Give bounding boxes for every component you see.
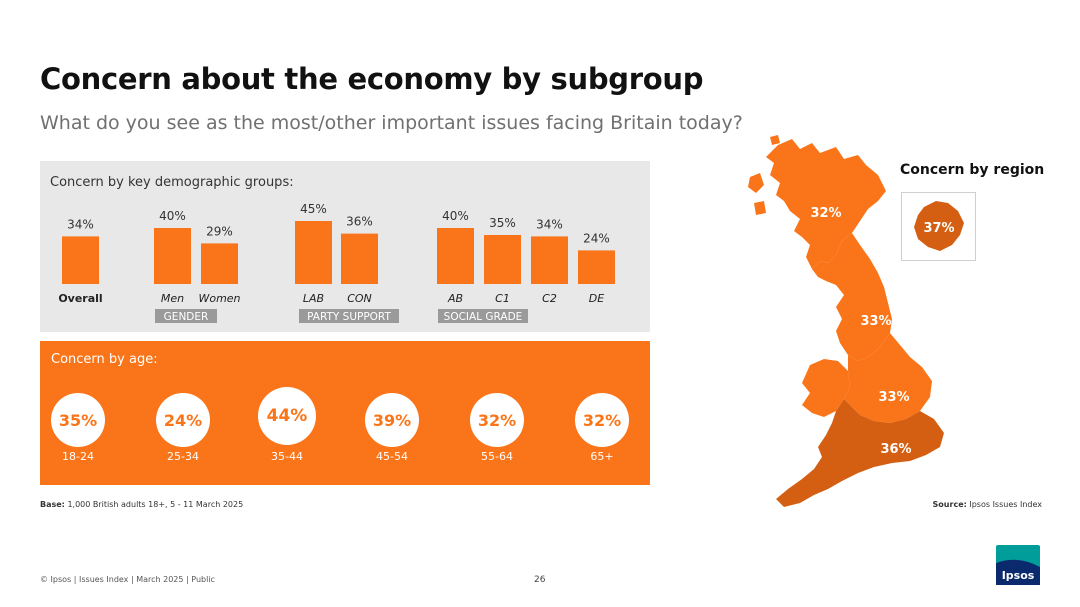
- age-value-circle: 24%: [156, 393, 210, 447]
- base-note: Base: 1,000 British adults 18+, 5 - 11 M…: [40, 500, 243, 509]
- london-shape: [914, 201, 964, 251]
- uk-region-map: 32% 33% 33% 36%: [748, 135, 944, 507]
- bar-value-label: 29%: [206, 224, 233, 238]
- age-value-circle: 35%: [51, 393, 105, 447]
- source-label: Source:: [932, 500, 967, 509]
- map-island-2: [754, 201, 766, 215]
- bar-value-label: 34%: [536, 217, 563, 231]
- age-value-circle: 39%: [365, 393, 419, 447]
- map-label-south: 36%: [880, 442, 911, 457]
- bar-category-label: DE: [589, 292, 604, 305]
- map-label-north: 33%: [860, 314, 891, 329]
- age-category-label: 45-54: [376, 450, 408, 463]
- map-region-south: [776, 399, 944, 507]
- bar-c1: [484, 235, 521, 284]
- age-category-label: 35-44: [271, 450, 303, 463]
- bar-category-label: C2: [542, 292, 557, 305]
- ipsos-logo: Ipsos: [996, 545, 1040, 585]
- page-subtitle: What do you see as the most/other import…: [40, 112, 743, 134]
- source-note: Source: Ipsos Issues Index: [933, 500, 1042, 509]
- map-island-1: [748, 173, 764, 193]
- bar-category-label: Women: [198, 292, 240, 305]
- map-island-3: [770, 135, 780, 145]
- group-label-bg: [299, 309, 399, 323]
- bar-c2: [531, 236, 568, 284]
- group-label: GENDER: [164, 311, 209, 323]
- demographic-panel: Concern by key demographic groups: 34% Ov…: [40, 161, 650, 332]
- group-label-bg: [438, 309, 528, 323]
- page-number: 26: [534, 575, 546, 585]
- bar-category-label: Overall: [58, 292, 102, 305]
- page-title: Concern about the economy by subgroup: [40, 62, 704, 96]
- source-text: Ipsos Issues Index: [969, 500, 1042, 509]
- age-panel: Concern by age: 35% 18-24 24% 25-34 44% 35-44…: [40, 341, 650, 485]
- bar-value-label: 40%: [159, 209, 186, 223]
- age-category-label: 55-64: [481, 450, 513, 463]
- demographic-heading: Concern by key demographic groups:: [50, 175, 294, 190]
- bar-category-label: Men: [161, 292, 184, 305]
- age-value-circle: 32%: [575, 393, 629, 447]
- map-region-scotland: [766, 139, 886, 269]
- bar-category-label: CON: [347, 292, 372, 305]
- group-label-bg: [155, 309, 217, 323]
- bar-women: [201, 243, 238, 284]
- base-text: 1,000 British adults 18+, 5 - 11 March 2…: [67, 500, 244, 509]
- age-category-label: 18-24: [62, 450, 94, 463]
- group-label: SOCIAL GRADE: [444, 311, 523, 323]
- bar-overall: [62, 236, 99, 284]
- group-label: PARTY SUPPORT: [307, 311, 391, 323]
- bar-value-label: 36%: [346, 215, 373, 229]
- age-category-label: 25-34: [167, 450, 199, 463]
- bar-category-label: C1: [495, 292, 510, 305]
- map-label-london: 37%: [923, 221, 954, 236]
- demographic-bar-chart: 34% Overall 40% Men 29% Women 45% LAB 36% CON 40% A…: [58, 202, 615, 323]
- age-value-circle: 44%: [258, 387, 316, 445]
- logo-text: Ipsos: [1002, 569, 1035, 582]
- region-heading: Concern by region: [900, 162, 1045, 178]
- bar-value-label: 40%: [442, 209, 469, 223]
- map-region-north-england: [812, 233, 892, 361]
- bar-category-label: AB: [447, 292, 463, 305]
- map-region-midlands-east: [844, 333, 932, 423]
- bar-con: [341, 233, 378, 284]
- bar-value-label: 45%: [300, 202, 327, 216]
- map-label-midlands: 33%: [878, 390, 909, 405]
- london-inset: 37%: [901, 192, 976, 261]
- map-region-wales: [802, 359, 850, 417]
- footer-text: © Ipsos | Issues Index | March 2025 | Pu…: [40, 575, 215, 584]
- age-category-label: 65+: [590, 450, 614, 463]
- bar-ab: [437, 228, 474, 284]
- bar-lab: [295, 221, 332, 284]
- age-heading: Concern by age:: [51, 352, 158, 367]
- age-value-circle: 32%: [470, 393, 524, 447]
- map-label-scotland: 32%: [810, 206, 841, 221]
- bar-men: [154, 228, 191, 284]
- bar-category-label: LAB: [303, 292, 324, 305]
- bar-value-label: 24%: [583, 231, 610, 245]
- bar-value-label: 34%: [67, 217, 94, 231]
- bar-de: [578, 250, 615, 284]
- bar-value-label: 35%: [489, 216, 516, 230]
- base-label: Base:: [40, 500, 65, 509]
